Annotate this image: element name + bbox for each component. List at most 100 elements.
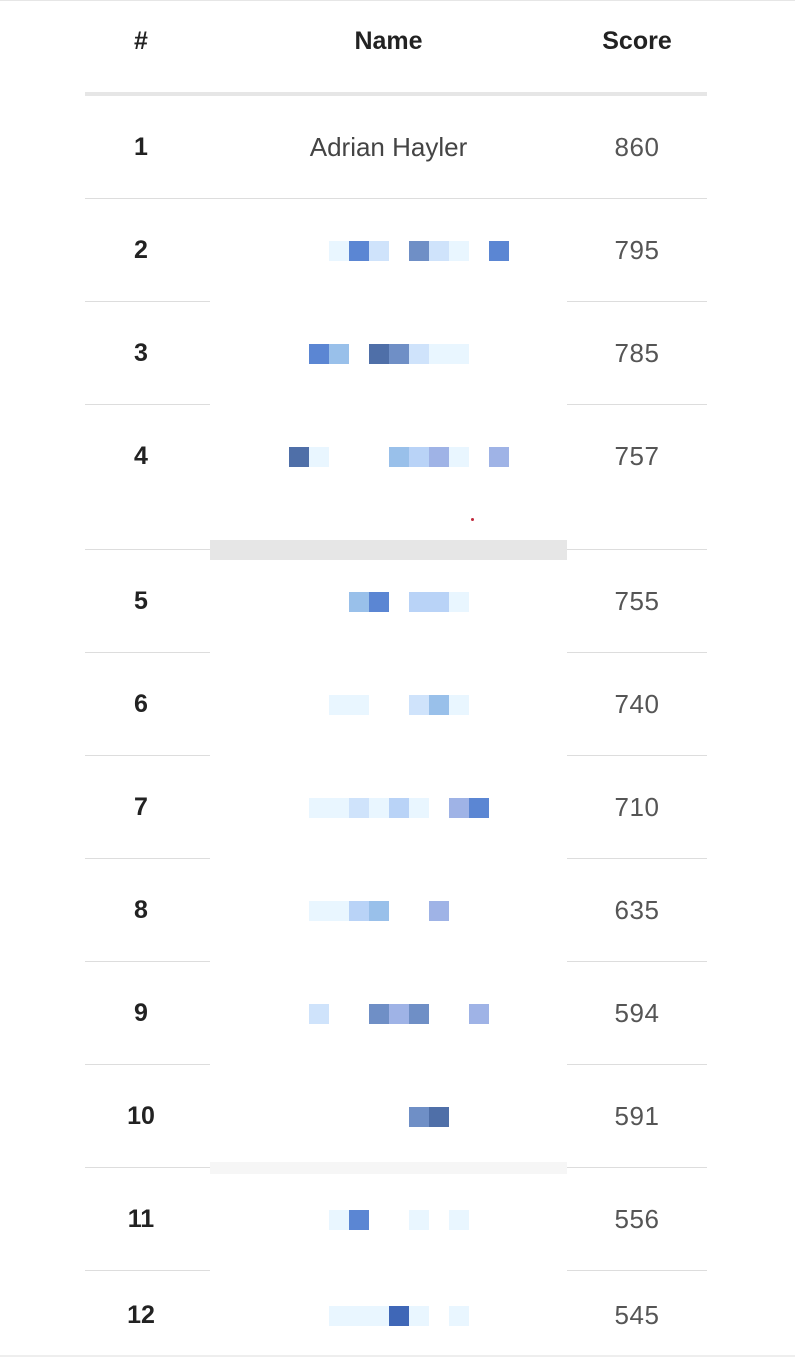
table-row: 5 755	[85, 550, 707, 653]
mosaic-block	[328, 1305, 349, 1326]
obscured-player-name	[210, 405, 567, 508]
mosaic-block	[328, 1209, 349, 1230]
mosaic-block	[408, 1106, 429, 1127]
score-cell: 740	[614, 689, 660, 719]
score-cell: 785	[614, 338, 660, 368]
row-divider	[567, 858, 707, 859]
row-divider	[567, 755, 707, 756]
mosaic-block	[348, 797, 369, 818]
mosaic-block	[408, 343, 429, 364]
mosaic-block	[448, 1209, 469, 1230]
score-cell: 795	[614, 235, 660, 265]
row-divider	[567, 404, 707, 405]
row-divider	[210, 540, 567, 560]
mosaic-block	[448, 797, 469, 818]
mosaic-block	[288, 446, 309, 467]
rank-cell: 10	[127, 1102, 155, 1130]
mosaic-block	[428, 900, 449, 921]
rank-cell: 8	[134, 896, 148, 924]
mosaic-block	[468, 797, 489, 818]
mosaic-block	[408, 240, 429, 261]
mosaic-block	[448, 1305, 469, 1326]
mosaic-block	[408, 1305, 429, 1326]
row-divider	[85, 1270, 210, 1271]
row-divider	[85, 404, 210, 405]
pixelated-name-mosaic	[289, 1305, 489, 1326]
mosaic-block	[408, 1209, 429, 1230]
table-row: 10 591	[85, 1065, 707, 1174]
mosaic-block	[368, 591, 389, 612]
row-divider	[567, 652, 707, 653]
mosaic-block	[408, 694, 429, 715]
leaderboard-table: # Name Score 1 Adrian Hayler 860 2 795 3 785 4 7…	[85, 0, 707, 1360]
pixelated-name-mosaic	[289, 343, 489, 364]
row-divider	[85, 549, 210, 550]
row-divider	[567, 961, 707, 962]
score-cell: 545	[614, 1300, 660, 1330]
pixelated-name-mosaic	[289, 694, 489, 715]
mosaic-block	[348, 900, 369, 921]
row-divider	[567, 301, 707, 302]
mosaic-block	[388, 446, 409, 467]
pixelated-name-mosaic	[289, 1003, 489, 1024]
mosaic-block	[428, 240, 449, 261]
score-cell: 860	[614, 132, 660, 162]
row-divider	[567, 549, 707, 550]
mosaic-block	[308, 446, 329, 467]
obscured-player-name	[210, 756, 567, 859]
table-row: 1 Adrian Hayler 860	[85, 96, 707, 199]
row-divider	[85, 1167, 210, 1168]
pixelated-name-mosaic	[288, 446, 509, 467]
row-divider	[567, 1167, 707, 1168]
rank-cell: 2	[134, 236, 148, 264]
rank-cell: 11	[127, 1205, 155, 1233]
name-column-header: Name	[354, 26, 423, 55]
row-divider	[85, 755, 210, 756]
row-divider	[567, 1064, 707, 1065]
obscured-player-name	[210, 1168, 567, 1271]
pixelated-name-mosaic	[289, 1209, 489, 1230]
mosaic-block	[328, 240, 349, 261]
row-divider	[567, 1270, 707, 1271]
player-name: Adrian Hayler	[309, 132, 468, 162]
mosaic-block	[368, 1003, 389, 1024]
score-cell: 755	[614, 586, 660, 616]
mosaic-block	[328, 797, 349, 818]
rank-cell: 7	[134, 793, 148, 821]
mosaic-block	[368, 240, 389, 261]
mosaic-block	[308, 900, 329, 921]
score-cell: 710	[614, 792, 660, 822]
pixelated-name-mosaic	[289, 1106, 489, 1127]
obscured-player-name	[210, 1271, 567, 1360]
obscured-player-name	[210, 962, 567, 1065]
row-divider	[85, 961, 210, 962]
mosaic-block	[448, 446, 469, 467]
mosaic-block	[308, 797, 329, 818]
mosaic-block	[368, 343, 389, 364]
score-column-header: Score	[602, 26, 672, 55]
mosaic-block	[408, 797, 429, 818]
pixelated-name-mosaic	[289, 240, 509, 261]
mosaic-block	[328, 343, 349, 364]
table-row: 3 785	[85, 302, 707, 405]
mosaic-block	[448, 240, 469, 261]
table-row: 9 594	[85, 962, 707, 1065]
table-row: 11 556	[85, 1168, 707, 1271]
mosaic-block	[388, 1003, 409, 1024]
table-row: 8 635	[85, 859, 707, 962]
table-row: 7 710	[85, 756, 707, 859]
pixelated-name-mosaic	[289, 797, 489, 818]
mosaic-block	[368, 900, 389, 921]
pixelated-name-mosaic	[289, 591, 489, 612]
mosaic-block	[308, 343, 329, 364]
mosaic-block	[388, 343, 409, 364]
mosaic-block	[348, 1209, 369, 1230]
row-divider	[85, 301, 210, 302]
row-divider	[85, 1064, 210, 1065]
mosaic-block	[368, 797, 389, 818]
mosaic-block	[348, 240, 369, 261]
table-row: 4 757	[85, 405, 707, 560]
score-cell: 591	[614, 1101, 660, 1131]
mosaic-block	[388, 1305, 409, 1326]
obscured-player-name	[210, 859, 567, 962]
